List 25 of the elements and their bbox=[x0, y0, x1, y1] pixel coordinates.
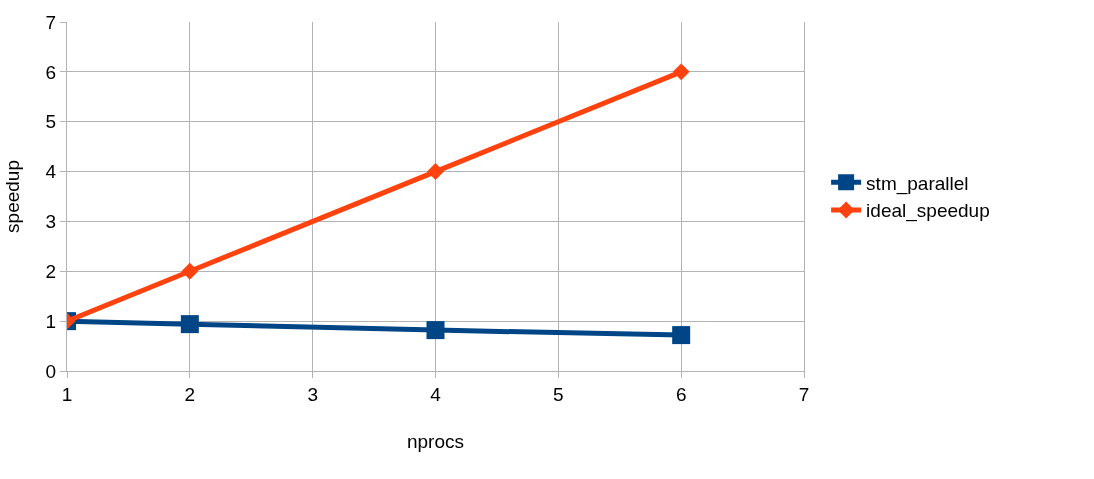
point bbox=[181, 262, 199, 280]
point bbox=[426, 321, 445, 340]
y-tick-label: 5 bbox=[45, 111, 57, 133]
point bbox=[180, 315, 199, 334]
y-tick-label: 6 bbox=[45, 61, 57, 83]
y-tick-label: 3 bbox=[45, 211, 57, 233]
y-tick-label: 2 bbox=[45, 260, 57, 282]
x-tick-label: 5 bbox=[553, 383, 564, 405]
y-tick-label: 1 bbox=[45, 310, 57, 332]
point bbox=[427, 163, 444, 181]
point bbox=[672, 63, 690, 81]
x-tick-label: 1 bbox=[61, 383, 73, 405]
x-tick-label: 2 bbox=[184, 383, 196, 405]
y-tick-label: 7 bbox=[45, 11, 57, 33]
y-tick-label: 0 bbox=[45, 360, 57, 382]
legend-label: ideal_speedup bbox=[866, 200, 990, 223]
y-tick-label: 4 bbox=[45, 161, 57, 183]
point bbox=[672, 326, 691, 345]
x-tick-label: 4 bbox=[430, 383, 442, 405]
y-axis-title: speedup bbox=[2, 160, 24, 233]
x-axis-title: nprocs bbox=[406, 430, 465, 452]
x-tick-label: 6 bbox=[675, 383, 687, 405]
legend-label: stm_parallel bbox=[866, 172, 969, 195]
x-tick-label: 7 bbox=[798, 383, 810, 405]
x-tick-label: 3 bbox=[307, 383, 318, 405]
